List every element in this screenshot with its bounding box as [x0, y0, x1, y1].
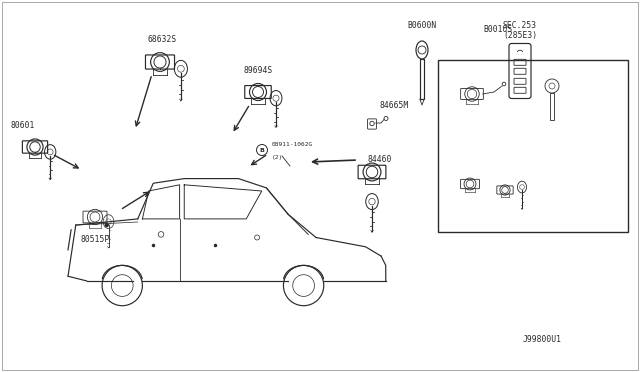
Text: 80515P: 80515P — [81, 235, 109, 244]
Text: B: B — [260, 148, 264, 153]
Text: 84460: 84460 — [368, 155, 392, 164]
Text: 68632S: 68632S — [147, 35, 177, 44]
Text: (2): (2) — [272, 155, 284, 160]
Text: J99800U1: J99800U1 — [522, 335, 561, 344]
Text: 80601: 80601 — [10, 121, 35, 130]
Text: SEC.253: SEC.253 — [503, 21, 537, 30]
Bar — [438, 60, 628, 232]
Text: 84665M: 84665M — [380, 101, 409, 110]
Text: (285E3): (285E3) — [503, 31, 537, 40]
Text: 08911-1062G: 08911-1062G — [272, 142, 313, 147]
Text: B0010S: B0010S — [483, 25, 513, 34]
Circle shape — [104, 223, 109, 227]
Text: 89694S: 89694S — [243, 66, 273, 75]
Text: B0600N: B0600N — [408, 21, 436, 30]
